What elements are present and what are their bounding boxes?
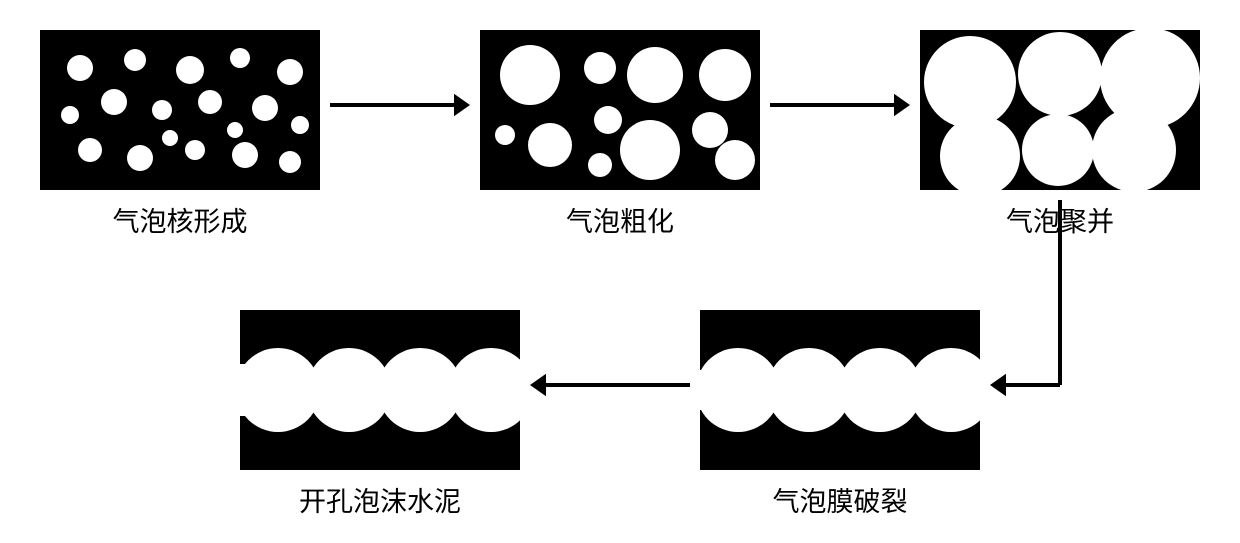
label-coarsening: 气泡粗化 xyxy=(480,200,760,239)
arrow-4 xyxy=(530,369,690,401)
panel-open-cell xyxy=(240,310,520,470)
stage-coalescence: 气泡聚并 xyxy=(920,30,1200,190)
panel-coarsening xyxy=(480,30,760,190)
panel-coalescence xyxy=(920,30,1200,190)
stage-open-cell: 开孔泡沫水泥 xyxy=(240,310,520,470)
panel-nucleation xyxy=(40,30,320,190)
label-open-cell: 开孔泡沫水泥 xyxy=(240,480,520,519)
arrow-2 xyxy=(770,89,910,121)
stage-nucleation: 气泡核形成 xyxy=(40,30,320,190)
panel-film-rupture xyxy=(700,310,980,470)
stage-film-rupture: 气泡膜破裂 xyxy=(700,310,980,470)
label-nucleation: 气泡核形成 xyxy=(40,200,320,239)
arrow-1 xyxy=(330,89,470,121)
stage-coarsening: 气泡粗化 xyxy=(480,30,760,190)
arrow-3 xyxy=(974,200,1076,417)
label-film-rupture: 气泡膜破裂 xyxy=(700,480,980,519)
